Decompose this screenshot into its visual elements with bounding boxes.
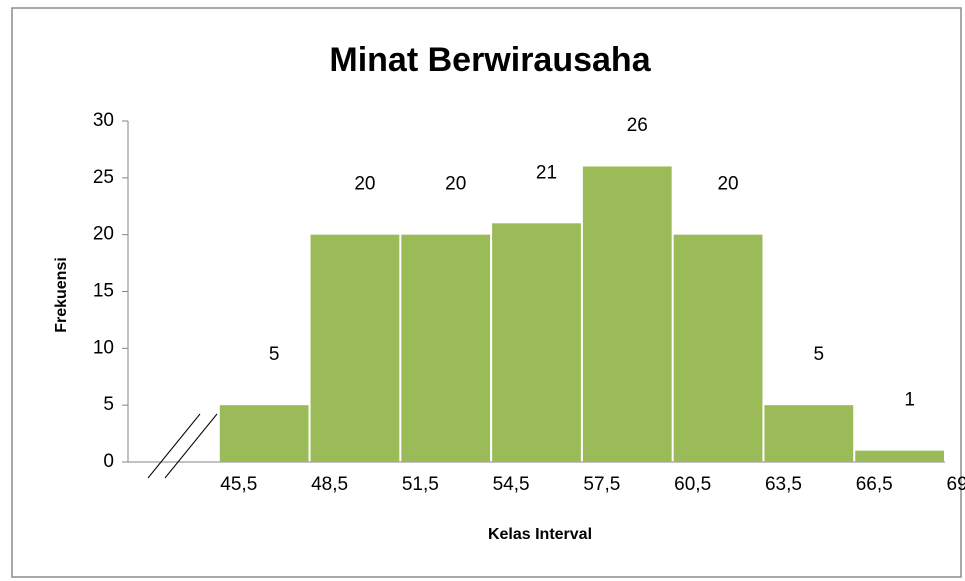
x-tick-label: 66,5 (856, 474, 893, 495)
axis-break (147, 413, 201, 479)
y-axis-title: Frekuensi (53, 257, 70, 333)
data-label: 20 (354, 174, 375, 195)
y-tick-label: 10 (93, 337, 114, 358)
x-tick-label: 69,5 (947, 474, 965, 495)
chart-title: Minat Berwirausaha (329, 41, 651, 79)
data-label: 5 (814, 344, 825, 365)
data-label: 26 (627, 115, 648, 136)
bar (310, 234, 400, 462)
data-label: 20 (445, 174, 466, 195)
bar (855, 450, 944, 462)
data-label: 21 (536, 162, 557, 183)
bar (582, 166, 672, 462)
y-tick-label: 15 (93, 281, 114, 302)
bar (673, 234, 763, 462)
x-axis-title: Kelas Interval (488, 526, 592, 543)
x-tick-label: 60,5 (674, 474, 711, 495)
bar (764, 405, 854, 462)
x-tick-label: 54,5 (493, 474, 530, 495)
x-tick-label: 57,5 (583, 474, 620, 495)
axis-break (164, 413, 218, 479)
y-tick-label: 30 (93, 110, 114, 131)
x-tick-label: 48,5 (311, 474, 348, 495)
data-label: 5 (269, 344, 280, 365)
data-label: 20 (717, 174, 738, 195)
data-label: 1 (904, 390, 915, 411)
bar (401, 234, 491, 462)
y-tick-label: 25 (93, 167, 114, 188)
y-tick-label: 20 (93, 224, 114, 245)
y-tick-label: 5 (103, 394, 114, 415)
bar (219, 405, 309, 462)
x-tick-label: 51,5 (402, 474, 439, 495)
x-tick-label: 45,5 (220, 474, 257, 495)
y-tick-label: 0 (103, 451, 114, 472)
bar (492, 223, 581, 462)
x-tick-label: 63,5 (765, 474, 802, 495)
